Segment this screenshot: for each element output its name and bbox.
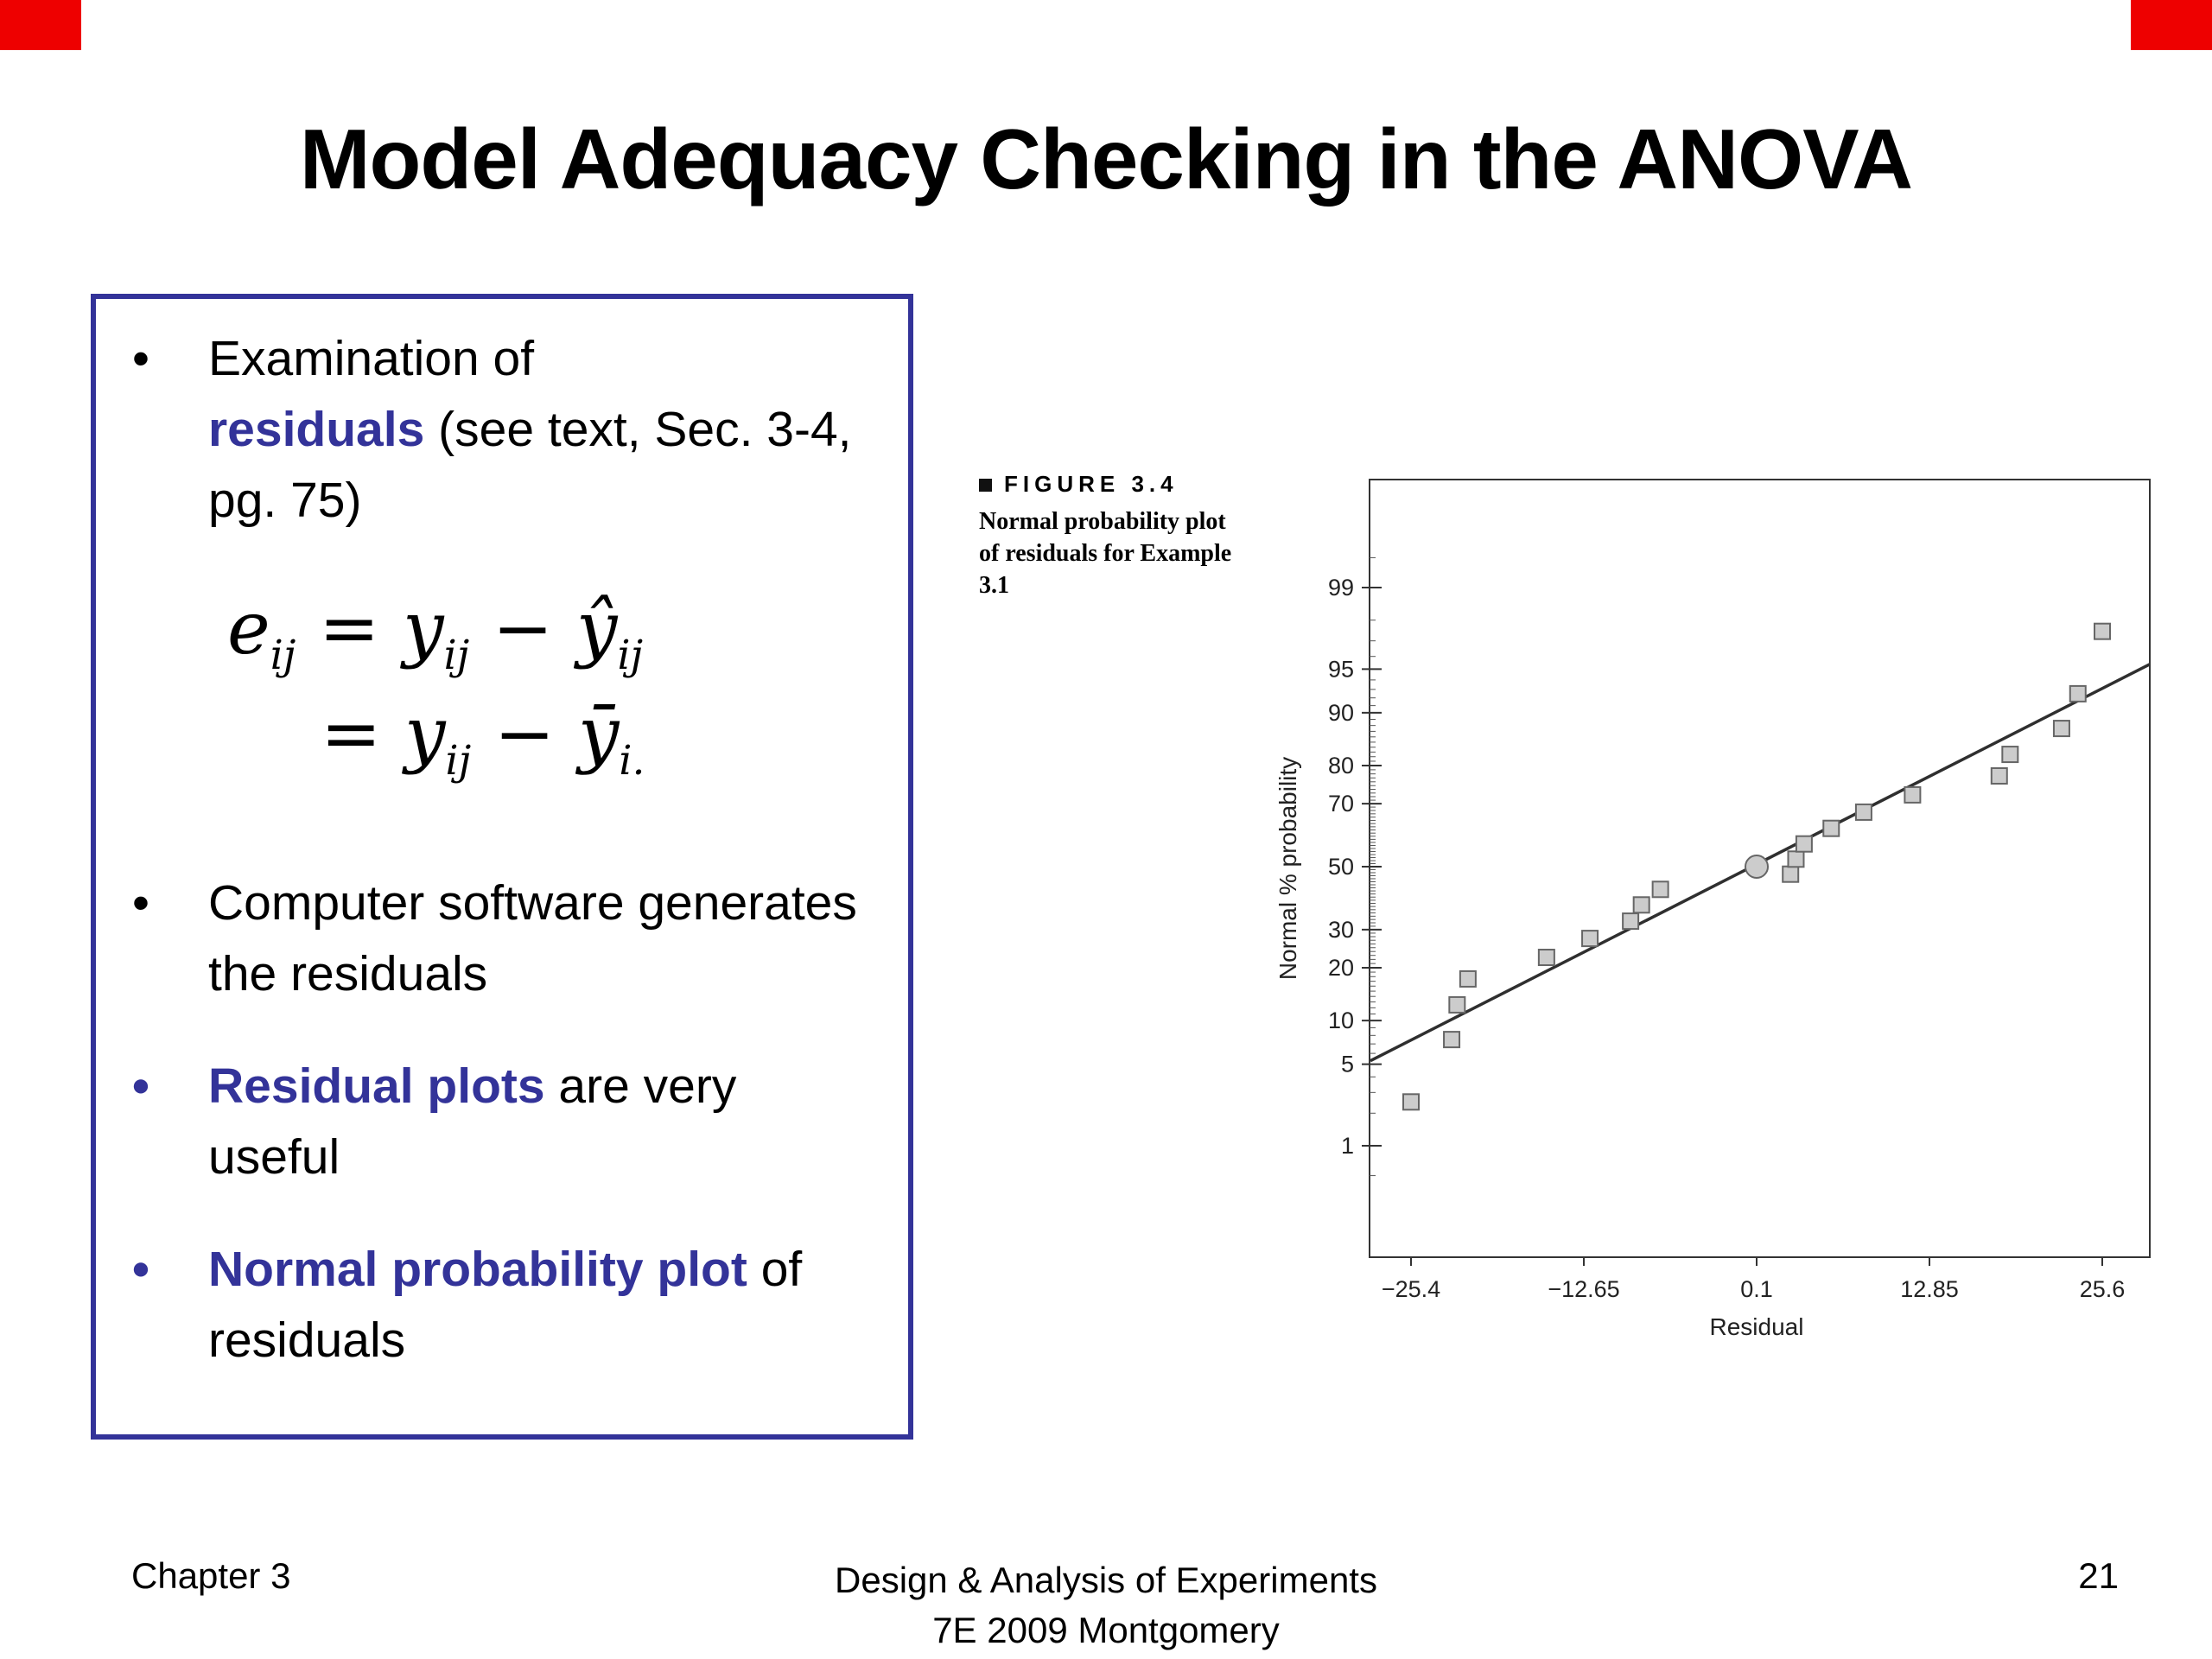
bullet-text: Residual plots are very useful xyxy=(208,1051,877,1192)
content-panel: • Examination of residuals (see text, Sec… xyxy=(91,294,913,1440)
svg-text:95: 95 xyxy=(1328,656,1354,682)
bullet-item-software: • Computer software generates the residu… xyxy=(132,868,877,1009)
svg-text:99: 99 xyxy=(1328,575,1354,601)
footer-center: Design & Analysis of Experiments 7E 2009… xyxy=(0,1555,2212,1656)
normal-probability-plot: 1 5 10 20 30 50 70 80 90 95 99 −25.4 −12.65 0.1 12.85 2… xyxy=(1270,467,2160,1344)
figure-label: FIGURE 3.4 xyxy=(1004,471,1179,497)
svg-text:0.1: 0.1 xyxy=(1740,1276,1773,1302)
formula-line-1: eij = yij − ŷij xyxy=(227,586,877,679)
svg-text:Normal % probability: Normal % probability xyxy=(1274,757,1301,980)
bullet-item-normal-plot: • Normal probability plot of residuals xyxy=(132,1234,877,1376)
svg-text:90: 90 xyxy=(1328,700,1354,726)
bullet-dot-icon: • xyxy=(132,331,149,386)
bullet-text: Computer software generates the residual… xyxy=(208,874,857,1001)
text-run: Examination of xyxy=(208,331,535,386)
svg-text:50: 50 xyxy=(1328,854,1354,880)
bullet-text: Normal probability plot of residuals xyxy=(208,1234,877,1376)
text-run-highlight: residuals xyxy=(208,402,425,458)
figure-square-icon xyxy=(979,479,992,492)
text-run: (see text, Sec. 3-4, pg. 75) xyxy=(208,402,852,529)
text-run: are very useful xyxy=(208,1058,737,1185)
formula-subscript: i. xyxy=(619,736,645,785)
page-title: Model Adequacy Checking in the ANOVA xyxy=(299,111,1913,207)
footer-center-line1: Design & Analysis of Experiments xyxy=(835,1560,1377,1600)
corner-accent-right-icon xyxy=(2131,0,2212,50)
formula-term: − ȳ xyxy=(471,691,620,777)
svg-text:5: 5 xyxy=(1341,1052,1354,1077)
svg-text:25.6: 25.6 xyxy=(2080,1276,2126,1302)
footer-chapter: Chapter 3 xyxy=(131,1555,291,1596)
text-run-highlight: Residual plots xyxy=(208,1058,545,1114)
text-run: of residuals xyxy=(208,1242,803,1369)
formula-line-2: = yij − ȳi. xyxy=(321,691,877,785)
bullet-item-residual-plots: • Residual plots are very useful xyxy=(132,1051,877,1192)
bullet-dot-icon: • xyxy=(132,874,149,931)
bullet-dot-icon: • xyxy=(132,1058,149,1114)
figure-caption: Normal probability plot of residuals for… xyxy=(979,508,1232,599)
svg-text:70: 70 xyxy=(1328,791,1354,817)
formula-subscript: ij xyxy=(270,632,296,680)
corner-accent-left-icon xyxy=(0,0,81,50)
formula-term: = y xyxy=(321,691,446,777)
normal-probability-plot-svg: 1 5 10 20 30 50 70 80 90 95 99 −25.4 −12.65 0.1 12.85 2… xyxy=(1274,479,2151,1340)
formula-subscript: ij xyxy=(445,736,472,785)
svg-text:30: 30 xyxy=(1328,917,1354,943)
formula-term: e xyxy=(227,586,270,671)
svg-text:20: 20 xyxy=(1328,955,1354,981)
svg-text:80: 80 xyxy=(1328,753,1354,779)
formula-term: − ŷ xyxy=(469,586,618,671)
bullet-item-examination: • Examination of residuals (see text, Sec… xyxy=(132,323,877,536)
text-run-highlight: Normal probability plot xyxy=(208,1242,747,1298)
svg-text:1: 1 xyxy=(1341,1133,1354,1159)
figure-caption-block: FIGURE 3.4 Normal probability plot of re… xyxy=(979,471,1251,602)
figure-label-row: FIGURE 3.4 xyxy=(979,471,1251,498)
bullet-dot-icon: • xyxy=(132,1242,149,1298)
formula-subscript: ij xyxy=(617,632,644,680)
formula-term: = y xyxy=(296,586,444,671)
svg-text:10: 10 xyxy=(1328,1007,1354,1033)
footer-center-line2: 7E 2009 Montgomery xyxy=(932,1609,1280,1650)
svg-text:Residual: Residual xyxy=(1710,1313,1804,1339)
footer-page-number: 21 xyxy=(2078,1555,2119,1596)
formula-subscript: ij xyxy=(443,632,470,680)
svg-text:12.85: 12.85 xyxy=(1900,1276,1959,1302)
svg-text:−25.4: −25.4 xyxy=(1382,1276,1440,1302)
svg-text:−12.65: −12.65 xyxy=(1548,1276,1619,1302)
bullet-text: Examination of residuals (see text, Sec. … xyxy=(208,323,877,536)
